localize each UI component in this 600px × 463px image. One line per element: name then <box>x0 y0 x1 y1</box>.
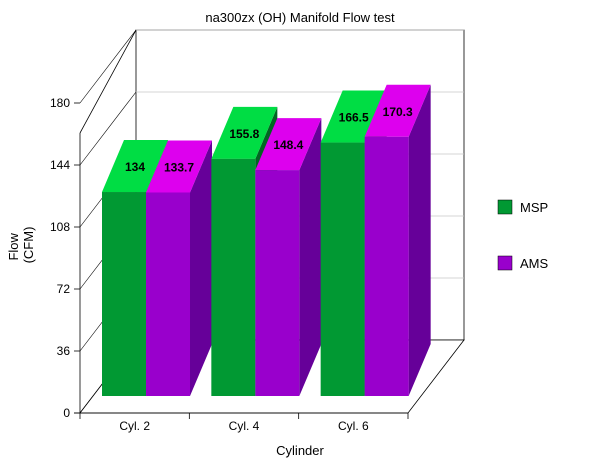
bar-top <box>255 118 322 171</box>
data-label: 170.3 <box>383 105 413 119</box>
data-label: 148.4 <box>273 138 303 152</box>
bar-side <box>408 84 431 396</box>
y-axis-label-line-2: (CFM) <box>21 227 36 264</box>
bar-front <box>255 170 300 396</box>
x-axis-label: Cylinder <box>276 443 324 458</box>
y-tick-label: 36 <box>57 344 71 358</box>
bar-top <box>364 84 431 137</box>
legend-swatch-msp <box>497 199 513 215</box>
x-tick-label: Cyl. 4 <box>229 419 260 433</box>
bar-front <box>211 158 256 396</box>
bar-front <box>102 192 146 396</box>
data-label: 155.8 <box>229 127 259 141</box>
legend-swatch-ams <box>497 255 513 271</box>
legend-label-msp: MSP <box>520 200 548 215</box>
data-label: 134 <box>125 160 145 174</box>
grid-line-side <box>79 91 137 166</box>
x-axis-ticks: Cyl. 2 Cyl. 4 Cyl. 6 <box>79 413 409 433</box>
bar-top <box>211 106 278 159</box>
y-tick-label: 0 <box>63 406 70 420</box>
bar-front <box>364 136 409 396</box>
y-axis-label: Flow (CFM) <box>6 227 36 264</box>
data-label: 133.7 <box>164 160 194 174</box>
bar-front <box>320 142 365 396</box>
y-tick-label: 180 <box>50 96 70 110</box>
y-tick-label: 144 <box>50 158 70 172</box>
y-axis-label-line-1: Flow <box>6 232 21 260</box>
legend-label-ams: AMS <box>520 256 549 271</box>
bar-side <box>299 118 322 396</box>
bar-ams-3 <box>364 84 431 396</box>
x-tick-label: Cyl. 6 <box>338 419 369 433</box>
bar-side <box>190 140 212 396</box>
y-axis-ticks: 0 36 72 108 144 180 <box>50 96 80 420</box>
data-label: 166.5 <box>339 111 369 125</box>
chart-title: na300zx (OH) Manifold Flow test <box>205 10 395 25</box>
bar-ams-1 <box>146 140 212 396</box>
legend: MSP AMS <box>497 199 549 271</box>
bar-top <box>102 140 168 193</box>
bar-front <box>146 192 190 396</box>
y-tick-label: 72 <box>57 282 71 296</box>
bars <box>102 84 431 397</box>
bar-top <box>146 140 212 193</box>
data-labels: 134 133.7 155.8 148.4 166.5 170.3 <box>125 105 413 175</box>
y-tick-label: 108 <box>50 220 70 234</box>
grid-line-side <box>79 29 137 104</box>
left-wall-top-edge <box>79 29 137 134</box>
bar-ams-2 <box>255 118 322 396</box>
x-tick-label: Cyl. 2 <box>119 419 150 433</box>
